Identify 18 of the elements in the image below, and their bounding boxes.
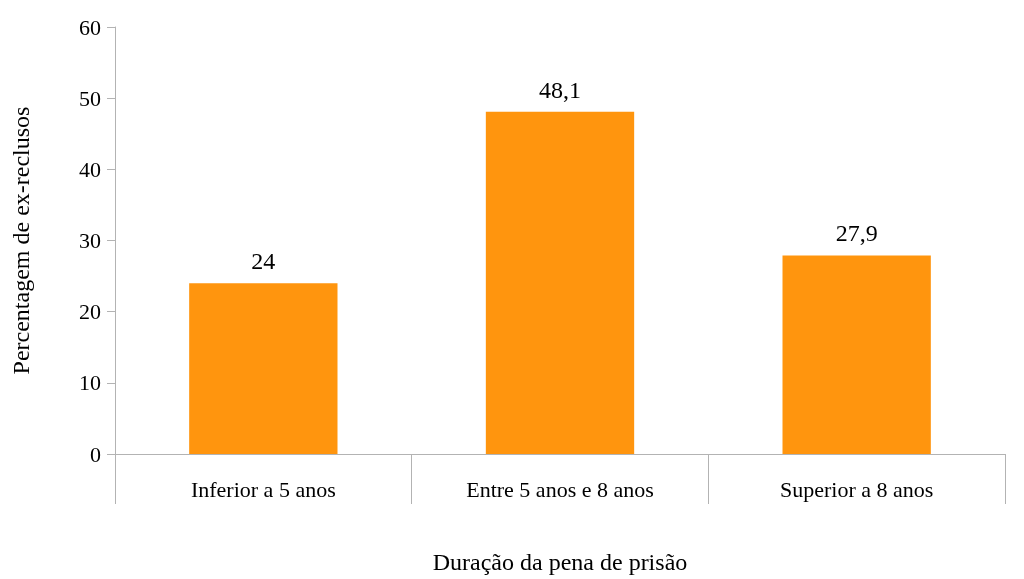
bar (782, 255, 931, 454)
data-label: 24 (251, 248, 276, 275)
y-tick-label: 60 (79, 14, 101, 40)
bar (189, 283, 338, 454)
x-tick-label: Superior a 8 anos (779, 476, 934, 502)
y-tick-label: 30 (79, 228, 101, 253)
x-tick-label: Inferior a 5 anos (190, 476, 336, 502)
y-axis-title: Percentagem de ex-reclusos (8, 106, 34, 375)
x-tick-label: Entre 5 anos e 8 anos (466, 476, 654, 502)
y-tick-label: 50 (79, 85, 101, 111)
y-tick-label: 10 (79, 370, 101, 396)
y-tick-label: 20 (79, 299, 101, 325)
x-axis-title: Duração da pena de prisão (432, 549, 688, 575)
bar (485, 111, 635, 454)
data-label: 27,9 (835, 220, 878, 247)
y-tick-label: 40 (79, 156, 101, 182)
data-label: 48,1 (539, 76, 581, 103)
y-tick-label: 0 (90, 441, 101, 467)
